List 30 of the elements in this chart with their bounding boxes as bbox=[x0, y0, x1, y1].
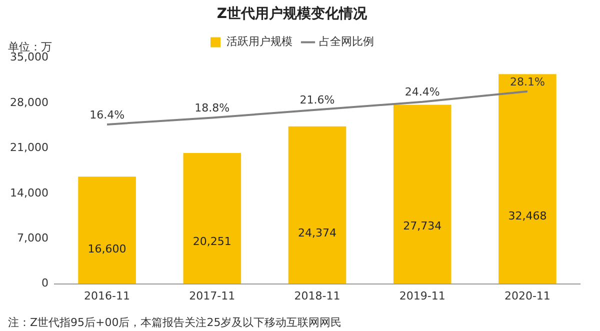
data-label: 16,600 bbox=[88, 242, 126, 256]
data-label: 27,734 bbox=[403, 219, 442, 232]
bar bbox=[288, 126, 346, 284]
bar bbox=[498, 74, 556, 284]
y-tick-label: 7,000 bbox=[16, 231, 48, 244]
x-tick-label: 2019-11 bbox=[399, 289, 446, 302]
y-tick-label: 21,000 bbox=[10, 141, 48, 154]
data-label: 28.1% bbox=[510, 75, 545, 88]
data-label: 24.4% bbox=[404, 86, 440, 99]
x-tick-label: 2017-11 bbox=[189, 289, 236, 302]
data-label: 24,374 bbox=[298, 226, 336, 240]
data-label: 32,468 bbox=[508, 210, 547, 223]
data-label: 20,251 bbox=[192, 234, 232, 248]
legend-label: 占全网比例 bbox=[319, 35, 374, 48]
y-tick-label: 28,000 bbox=[10, 96, 48, 109]
y-tick-label: 14,000 bbox=[10, 186, 48, 200]
text: 注：Z世代指95后+00后，本篇报告关注25岁及以下移动互联网网民 bbox=[8, 316, 342, 329]
data-label: 21.6% bbox=[300, 94, 335, 107]
bar bbox=[183, 153, 242, 284]
legend-label: 活跃用户规模 bbox=[226, 35, 292, 48]
y-tick-label: 0 bbox=[41, 276, 48, 290]
x-tick-label: 2020-11 bbox=[504, 289, 550, 302]
bar bbox=[393, 104, 452, 284]
data-label: 18.8% bbox=[194, 102, 230, 115]
y-tick-label: 35,000 bbox=[10, 50, 48, 64]
data-label: 16.4% bbox=[90, 108, 125, 122]
x-tick-label: 2016-11 bbox=[84, 289, 130, 302]
x-tick-label: 2018-11 bbox=[294, 289, 340, 302]
chart-title: Z世代用户规模变化情况 bbox=[216, 5, 368, 22]
bar bbox=[78, 176, 136, 284]
